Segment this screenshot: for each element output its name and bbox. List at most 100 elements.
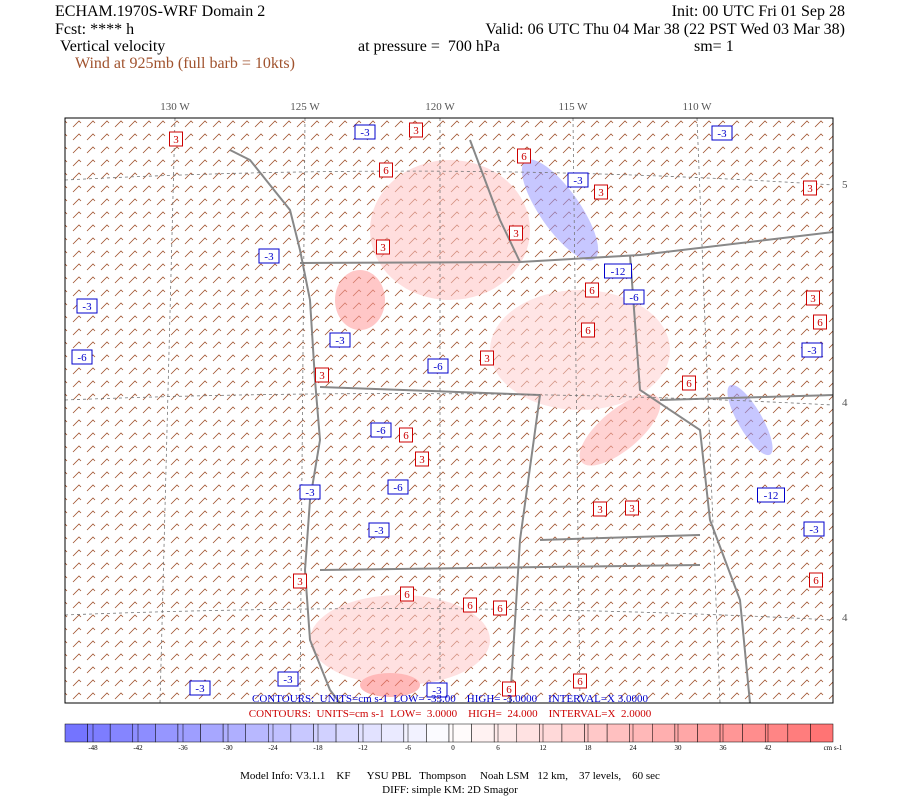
contour-label-box [293,573,307,589]
contour-label-box [258,248,280,264]
colorbar-cell [200,723,224,743]
boundaries [229,139,834,704]
colorbar-tick-label: 12 [540,744,548,752]
contour-label: 6 [577,676,583,688]
latitude-label: 5 [842,179,848,191]
diffusion-info: DIFF: simple KM: 2D Smagor [382,784,518,796]
colorbar-cell [652,723,676,743]
forecast-hour: Fcst: **** h [55,21,134,38]
colorbar-tick-label: -18 [313,744,323,752]
contour-label: -3 [573,175,583,187]
contour-label-box [415,451,429,467]
contour-label: -3 [305,487,315,499]
contour-label: -3 [809,524,819,536]
contour-label: 3 [629,503,635,515]
contour-label-box [573,673,587,689]
contour-label-box [581,322,595,338]
contour-label-box [400,586,414,602]
contour-label-box [463,597,477,613]
contour-label: 6 [383,165,389,177]
colorbar-cell [493,723,518,743]
colorbar-cell [764,723,789,743]
colorbar-cell [516,723,540,743]
contour-label-box [71,349,93,365]
contour-label-box [427,358,449,374]
contour-label: 6 [467,600,473,612]
colorbar-cell [313,723,337,743]
contour-label-box [368,522,390,538]
contour-label: 3 [513,228,519,240]
colorbar-tick-label: -24 [268,744,278,752]
colorbar-tick-label: -42 [133,744,143,752]
contour-label-box [801,342,823,358]
colorbar-tick-label: 24 [630,744,638,752]
contour-label: 6 [506,684,512,696]
longitude-label: 125 W [290,101,320,113]
graticule [64,117,834,704]
contour-label-box [189,680,211,696]
colorbar-cell [132,723,156,743]
colorbar-tick-label: 0 [451,744,455,752]
contour-label-box [567,172,589,188]
colorbar-cell [268,723,292,743]
contour-label-box [803,521,825,537]
colorbar-cell [787,723,811,743]
contour-label: 3 [173,134,179,146]
shading [310,159,773,697]
contour-label: 3 [807,183,813,195]
contour-label: -6 [393,482,403,494]
contour-label-box [813,314,827,330]
colorbar-cell [290,723,314,743]
contour-label: -3 [432,685,442,697]
contour-label-box [169,131,183,147]
contour-label-box [809,572,823,588]
colorbar-cell [87,723,111,743]
contour-label: -12 [611,266,626,278]
latitude-label: 4 [842,397,848,409]
contour-label: 3 [484,353,490,365]
contour-label-box [517,148,531,164]
contour-label-box [593,501,607,517]
contour-label-box [509,225,523,241]
contour-label: 3 [319,370,325,382]
contour-label-box [803,180,817,196]
contour-label-box [502,681,516,697]
contour-label-box [387,479,409,495]
contour-label-box [376,239,390,255]
model-info: Model Info: V3.1.1 KF YSU PBL Thompson N… [240,770,660,782]
contour-label: 3 [810,293,816,305]
map-frame [64,117,834,704]
longitude-label: 130 W [160,101,190,113]
contour-label: 6 [589,285,595,297]
contour-label: 6 [497,603,503,615]
map: -3 -3 -3 -3 -3 -3 -3 -3 -3 -3 -3 -3 -3 -6 -6 -6 -6 -6 -12 -… [64,117,834,704]
contour-label: -3 [807,345,817,357]
colorbar-cell [335,723,359,743]
contour-label-box [370,422,392,438]
colorbar-tick-label: -12 [358,744,368,752]
contour-label-box [757,487,785,503]
title: ECHAM.1970S-WRF Domain 2 [55,3,265,20]
contour-label: 3 [413,125,419,137]
contour-label: 3 [597,504,603,516]
contour-label-box [399,427,413,443]
longitude-label: 120 W [425,101,455,113]
longitude-label: 110 W [682,101,712,113]
colorbar-cell [471,723,495,743]
contour-label: -3 [82,301,92,313]
init-time: Init: 00 UTC Fri 01 Sep 28 [672,3,845,20]
contour-label-box [76,298,98,314]
contour-label-box [623,289,645,305]
contour-label: 6 [404,589,410,601]
contour-label-box [682,375,696,391]
colorbar-tick-label: -6 [405,744,411,752]
contour-label-box [329,332,351,348]
contour-label-box [379,162,393,178]
contour-label-box [493,600,507,616]
colorbar-tick-label: 30 [675,744,683,752]
colorbar-tick-label: -30 [223,744,233,752]
contour-label: 6 [403,430,409,442]
contour-label: -3 [374,525,384,537]
colorbar-cell [358,723,382,743]
